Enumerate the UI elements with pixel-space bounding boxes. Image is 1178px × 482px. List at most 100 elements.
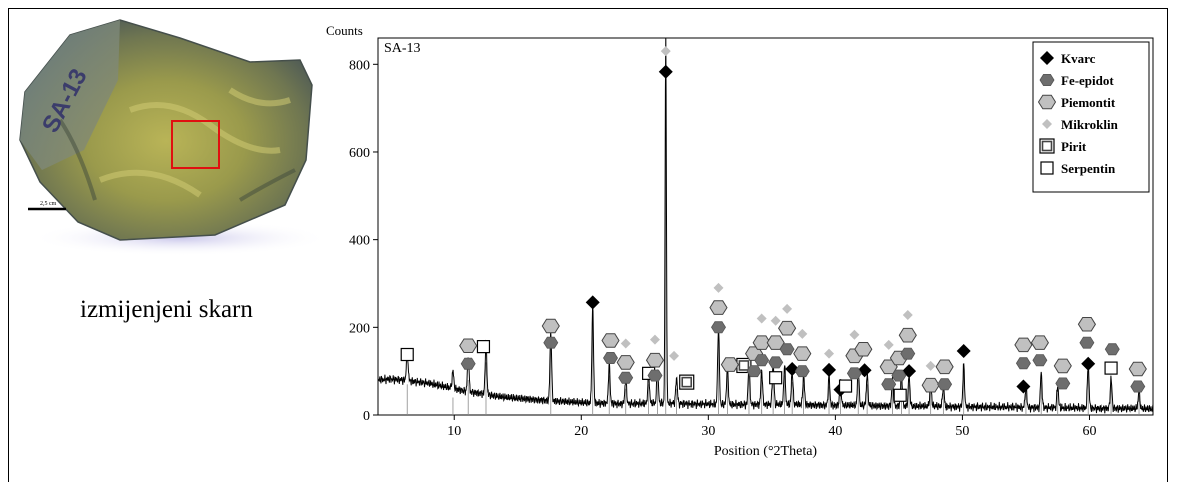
legend-marker-hexagon-dark	[1039, 74, 1055, 86]
peak-marker-diamond-light	[824, 348, 835, 359]
peak-marker-diamond-light	[713, 282, 724, 293]
peak-marker-square-open	[1104, 361, 1118, 375]
peak-marker-hexagon-light	[709, 300, 728, 315]
y-axis-title: Counts	[326, 23, 363, 38]
legend-marker-hexagon-light	[1037, 94, 1057, 110]
y-tick-label: 200	[349, 321, 370, 336]
peak-marker-hexagon-light	[778, 320, 797, 336]
x-tick-label: 40	[828, 424, 842, 439]
legend-marker-square-open	[1040, 161, 1054, 175]
y-tick-label: 400	[349, 234, 370, 249]
x-tick-label: 30	[701, 424, 715, 439]
peak-marker-hexagon-dark	[794, 365, 810, 378]
peak-marker-square-open	[893, 388, 907, 402]
peak-marker-diamond-black	[658, 64, 673, 79]
legend-marker-diamond-light	[1042, 119, 1052, 129]
peak-marker-hexagon-dark	[618, 371, 634, 384]
peak-marker-hexagon-dark	[647, 369, 663, 382]
peak-marker-diamond-black	[585, 295, 600, 310]
peak-marker-hexagon-dark	[891, 369, 907, 382]
peak-marker-square-open	[400, 347, 414, 362]
peak-marker-diamond-light	[925, 360, 936, 371]
peak-marker-hexagon-dark	[846, 367, 862, 380]
peak-marker-hexagon-dark	[1032, 354, 1048, 367]
peak-marker-hexagon-dark	[746, 365, 762, 378]
selection-box	[171, 120, 220, 169]
peak-marker-hexagon-light	[1030, 335, 1049, 350]
peak-marker-hexagon-light	[1077, 317, 1096, 332]
legend-label: Kvarc	[1061, 51, 1096, 66]
peak-marker-hexagon-light	[1128, 361, 1147, 377]
peak-marker-hexagon-light	[720, 357, 739, 372]
peak-marker-hexagon-dark	[711, 321, 726, 334]
peak-marker-hexagon-light	[854, 342, 873, 357]
legend-box	[1032, 41, 1150, 193]
peak-marker-diamond-light	[649, 334, 660, 345]
peak-marker-diamond-black	[1016, 379, 1031, 394]
peak-marker-square-open	[838, 379, 853, 393]
scale-bar-label: 2,5 cm	[40, 201, 57, 207]
legend-marker-square-double-inner	[1041, 140, 1053, 152]
peak-marker-hexagon-dark	[1130, 380, 1146, 393]
peak-marker-diamond-light	[756, 313, 767, 324]
peak-marker-hexagon-light	[459, 338, 478, 353]
legend-label: Serpentin	[1061, 161, 1116, 176]
peak-marker-diamond-light	[620, 338, 631, 349]
peak-marker-hexagon-light	[1014, 337, 1033, 353]
legend-marker-diamond-black	[1040, 51, 1054, 65]
peak-marker-diamond-black	[1081, 356, 1096, 371]
plot-area	[377, 37, 1154, 416]
peak-marker-hexagon-dark	[779, 343, 795, 356]
x-tick-label: 60	[1082, 424, 1096, 439]
peak-marker-hexagon-dark	[603, 351, 618, 365]
sample-caption: izmijenjeni skarn	[80, 296, 253, 323]
peak-marker-hexagon-light	[1053, 358, 1072, 374]
x-tick-label: 50	[955, 424, 969, 439]
y-tick-label: 600	[349, 146, 370, 161]
peak-marker-diamond-black	[822, 362, 837, 377]
peak-marker-hexagon-dark	[1055, 377, 1071, 390]
peak-marker-hexagon-dark	[1104, 343, 1120, 356]
x-tick-label: 10	[447, 424, 461, 439]
peak-marker-hexagon-light	[898, 327, 917, 343]
legend-label: Mikroklin	[1061, 117, 1119, 132]
x-axis-title: Position (°2Theta)	[714, 444, 818, 459]
peak-marker-hexagon-dark	[754, 354, 770, 367]
peak-marker-diamond-light	[849, 329, 860, 340]
xrd-chart: 0 200 400 600 800 10 20 30 40 50 60 Counts Position …	[326, 23, 1154, 459]
rock-texture-dark	[58, 118, 296, 202]
legend-label: Pirit	[1061, 139, 1087, 154]
peak-marker-square-open	[769, 371, 783, 385]
peak-marker-hexagon-light	[645, 352, 665, 368]
peak-marker-hexagon-dark	[1079, 336, 1095, 349]
peak-marker-hexagon-light	[921, 377, 940, 393]
peak-marker-square-double-inner	[738, 360, 750, 371]
peak-marker-hexagon-light	[616, 355, 635, 370]
rock-face-left	[20, 20, 120, 170]
peak-marker-diamond-light	[797, 328, 808, 339]
peak-marker-hexagon-dark	[900, 347, 916, 360]
rock-texture	[98, 87, 291, 198]
peak-marker-diamond-light	[660, 46, 671, 57]
xrd-pattern-line	[377, 37, 1154, 414]
peak-marker-hexagon-light	[793, 346, 812, 361]
peak-marker-diamond-light	[883, 339, 894, 350]
y-tick-label: 800	[349, 58, 370, 73]
peak-marker-hexagon-light	[752, 335, 771, 350]
peak-marker-diamond-black	[956, 343, 971, 358]
peak-marker-hexagon-dark	[1015, 357, 1031, 370]
peak-marker-hexagon-dark	[768, 356, 784, 369]
peak-marker-square-double-inner	[681, 376, 693, 388]
legend-label: Fe-epidot	[1061, 73, 1114, 88]
rock-sample-photo: SA-13 2,5 cm	[19, 19, 330, 256]
peak-marker-diamond-light	[782, 303, 793, 314]
y-tick-label: 0	[363, 409, 370, 424]
peak-marker-hexagon-dark	[460, 357, 476, 370]
sample-id: SA-13	[384, 41, 421, 56]
peak-marker-hexagon-light	[935, 359, 954, 375]
peak-marker-hexagon-dark	[937, 378, 953, 391]
peak-marker-hexagon-light	[541, 318, 560, 334]
figure-frame	[8, 8, 1168, 482]
peak-marker-hexagon-dark	[881, 378, 897, 391]
x-tick-label: 20	[574, 424, 588, 439]
